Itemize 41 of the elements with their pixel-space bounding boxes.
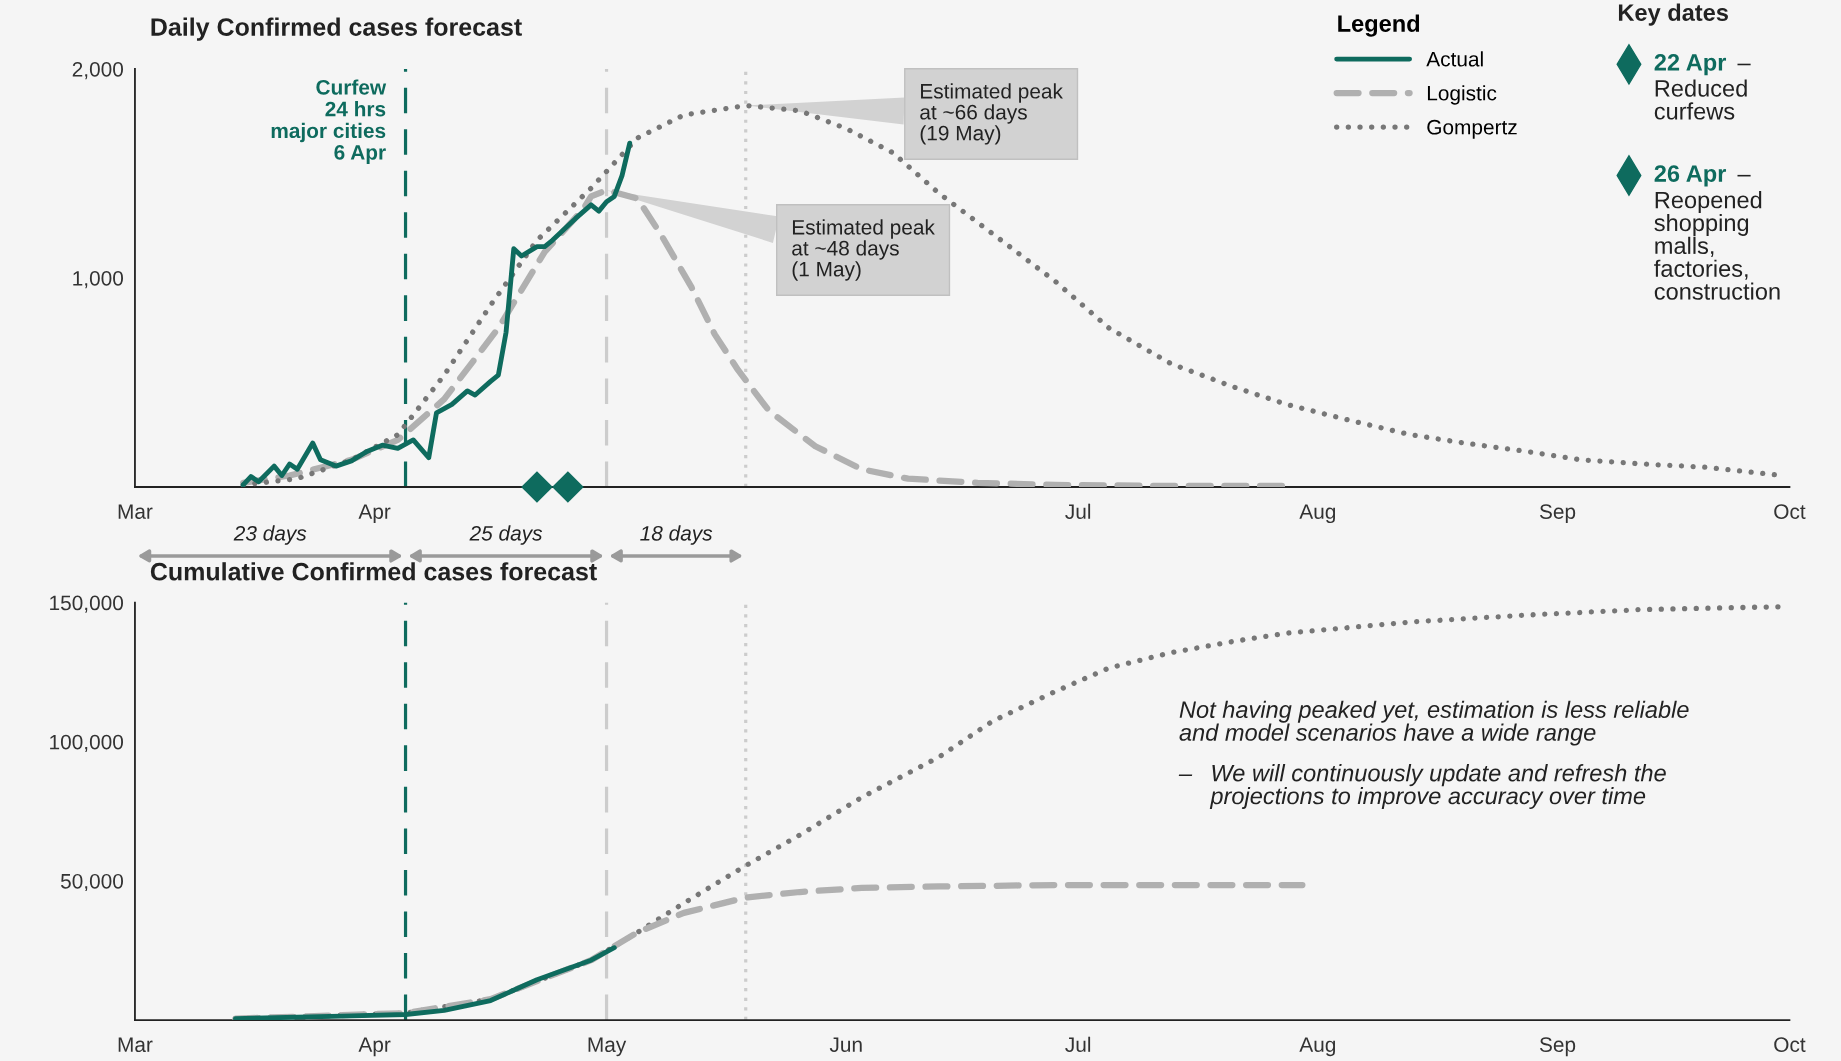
legend-label: Logistic — [1427, 85, 1497, 105]
annotation: 22 Apr — [1654, 53, 1727, 76]
x-tick-label: Mar — [118, 1037, 153, 1053]
text: 23 days — [233, 525, 307, 545]
y-tick-label: 150,000 — [50, 595, 124, 613]
legend-label: Gompertz — [1427, 119, 1517, 139]
y-tick-label: 2,000 — [72, 61, 124, 80]
ref-line-label: Curfew 24 hrs major cities 6 Apr — [271, 79, 387, 164]
x-tick-label: Oct — [1774, 504, 1806, 519]
x-tick-label: Apr — [358, 1037, 391, 1057]
legend-label: Actual — [1426, 51, 1483, 67]
x-tick-label: Oct — [1774, 1037, 1806, 1053]
annotation: Estimated peak at ~66 days (19 May) — [920, 83, 1063, 145]
chart-title: Daily Confirmed cases forecast — [151, 17, 522, 41]
x-tick-label: Aug — [1299, 1037, 1336, 1057]
x-tick-label: Jun — [829, 1037, 862, 1053]
text: 18 days — [640, 525, 713, 545]
text: Key dates — [1618, 3, 1728, 26]
annotation: Not having peaked yet, estimation is less reliable and model scenarios have a wide range — [1179, 700, 1689, 746]
annotation: Reduced curfews — [1654, 79, 1747, 120]
text: – — [1737, 63, 1751, 66]
y-tick-label: 50,000 — [60, 873, 124, 892]
annotation: – — [1737, 174, 1751, 177]
text: 25 days — [469, 525, 543, 545]
x-tick-label: Sep — [1539, 1037, 1576, 1057]
y-tick-label: 100,000 — [50, 734, 124, 752]
x-tick-label: Jul — [1065, 1036, 1091, 1053]
x-tick-label: Sep — [1539, 504, 1576, 524]
x-tick-label: Aug — [1299, 504, 1336, 524]
x-tick-label: May — [588, 1037, 627, 1057]
annotation: Reopened shopping malls, factories, construction — [1654, 191, 1780, 300]
annotation: We will continuously update and refresh the projections to improve accuracy over time — [1209, 764, 1666, 809]
annotation: 26 Apr — [1654, 165, 1727, 187]
x-tick-label: Apr — [358, 504, 391, 524]
y-tick-label: 1,000 — [73, 270, 124, 289]
chart-title: Cumulative Confirmed cases forecast — [150, 562, 597, 581]
annotation: Estimated peak at ~48 days (1 May) — [792, 219, 935, 281]
legend-title: Legend — [1338, 14, 1420, 37]
x-tick-label: Mar — [118, 504, 153, 519]
annotation: – — [1178, 774, 1193, 777]
x-tick-label: Jul — [1065, 503, 1091, 519]
